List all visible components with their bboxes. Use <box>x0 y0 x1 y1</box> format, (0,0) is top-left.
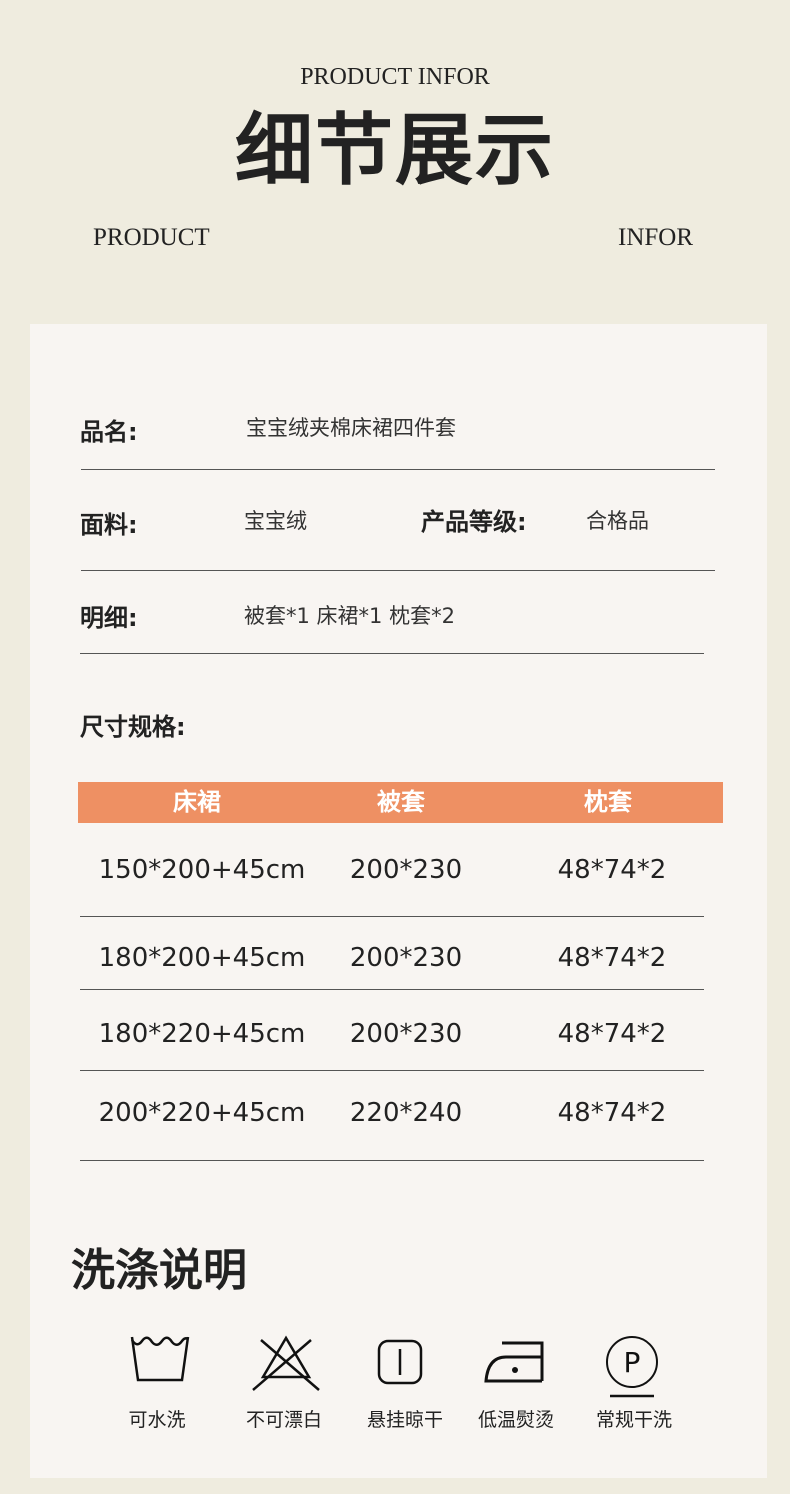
name-value: 宝宝绒夹棉床裙四件套 <box>246 416 456 440</box>
divider <box>80 989 704 990</box>
header-right: INFOR <box>618 224 694 251</box>
grade-label: 产品等级: <box>421 508 527 536</box>
care-label: 不可漂白 <box>245 1409 323 1431</box>
column-header: 床裙 <box>173 788 221 816</box>
dry-clean-icon: P <box>606 1336 658 1398</box>
table-cell: 150*200+45cm <box>98 855 306 885</box>
no-bleach-icon <box>252 1335 320 1391</box>
divider <box>80 1070 704 1071</box>
column-header: 枕套 <box>584 788 632 816</box>
divider <box>80 653 704 654</box>
table-cell: 200*220+45cm <box>98 1098 306 1128</box>
info-card <box>30 324 767 1478</box>
care-title: 洗涤说明 <box>71 1245 247 1296</box>
grade-value: 合格品 <box>586 509 649 533</box>
low-iron-icon <box>484 1341 544 1383</box>
table-cell: 48*74*2 <box>557 1019 667 1049</box>
table-cell: 48*74*2 <box>557 1098 667 1128</box>
table-cell: 200*230 <box>349 855 463 885</box>
table-cell: 220*240 <box>349 1098 463 1128</box>
table-cell: 200*230 <box>349 1019 463 1049</box>
size-table-header: 床裙 被套 枕套 <box>78 782 723 823</box>
divider <box>81 469 715 470</box>
care-label: 低温熨烫 <box>477 1409 555 1431</box>
divider <box>80 916 704 917</box>
table-cell: 180*200+45cm <box>98 943 306 973</box>
size-label: 尺寸规格: <box>80 713 186 741</box>
page-title: 细节展示 <box>234 106 555 196</box>
column-header: 被套 <box>377 788 425 816</box>
table-cell: 48*74*2 <box>557 855 667 885</box>
header-subtitle: PRODUCT INFOR <box>300 64 490 90</box>
hang-dry-icon <box>377 1339 423 1385</box>
fabric-label: 面料: <box>80 511 138 539</box>
fabric-value: 宝宝绒 <box>244 509 307 533</box>
divider <box>80 1160 704 1161</box>
detail-label: 明细: <box>80 604 138 632</box>
divider <box>81 570 715 571</box>
care-label: 悬挂晾干 <box>366 1409 444 1431</box>
detail-value: 被套*1 床裙*1 枕套*2 <box>244 604 455 628</box>
svg-text:P: P <box>624 1346 641 1379</box>
washable-icon <box>130 1336 190 1382</box>
table-cell: 180*220+45cm <box>98 1019 306 1049</box>
table-cell: 48*74*2 <box>557 943 667 973</box>
table-cell: 200*230 <box>349 943 463 973</box>
name-label: 品名: <box>80 418 138 446</box>
care-label: 常规干洗 <box>595 1409 673 1431</box>
header-left: PRODUCT <box>93 224 210 251</box>
care-label: 可水洗 <box>128 1409 186 1431</box>
